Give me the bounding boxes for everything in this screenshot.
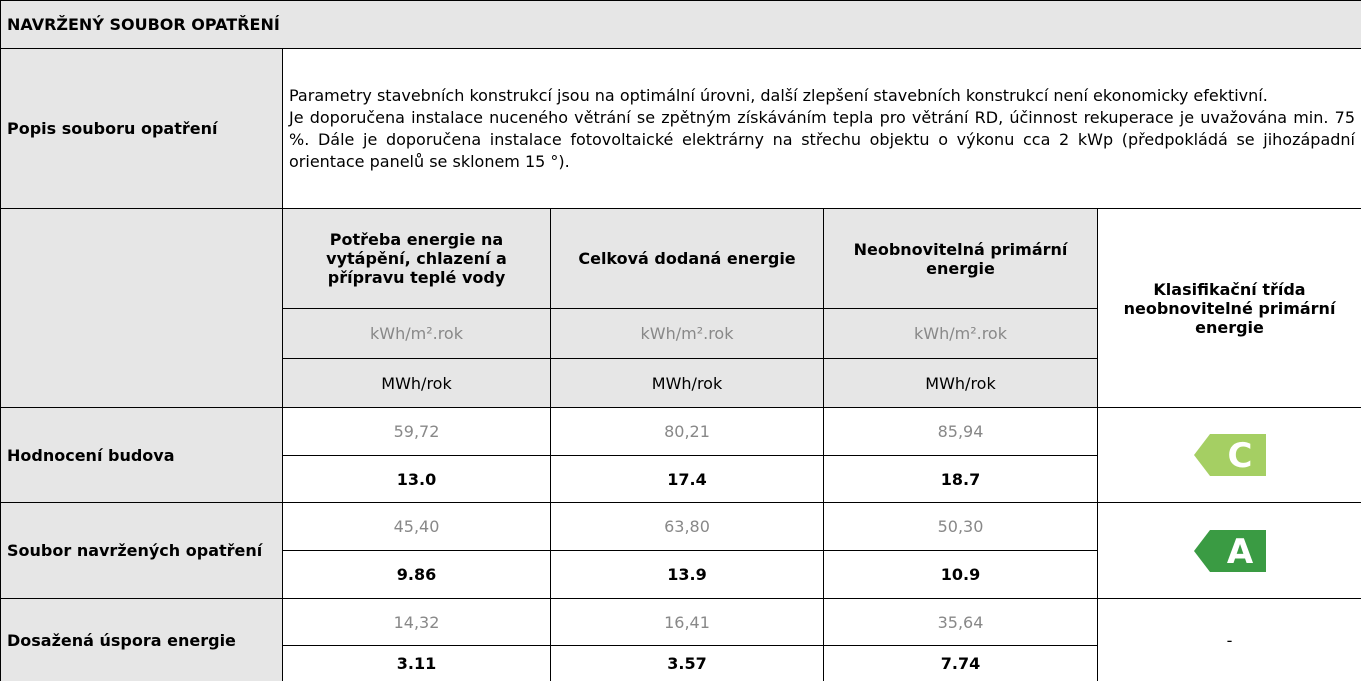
specific-value: 45,40	[282, 502, 551, 551]
unit: kWh/m².rok	[550, 308, 824, 359]
class-cell: -	[1097, 598, 1361, 681]
total-value: 13.9	[550, 550, 824, 599]
unit: MWh/rok	[550, 358, 824, 408]
unit: MWh/rok	[823, 358, 1098, 408]
specific-value: 14,32	[282, 598, 551, 646]
description-row: Popis souboru opatření Parametry stavebn…	[0, 48, 1361, 209]
class-header: Klasifikační třída neobnovitelné primárn…	[1097, 208, 1361, 408]
specific-value: 80,21	[550, 407, 824, 456]
specific-value: 35,64	[823, 598, 1098, 646]
class-badge: C	[1193, 434, 1266, 476]
row-label: Hodnocení budova	[0, 407, 283, 503]
class-letter: A	[1226, 532, 1253, 572]
total-value: 9.86	[282, 550, 551, 599]
total-value: 3.11	[282, 645, 551, 681]
badge-shape	[1193, 434, 1266, 476]
class-badge: A	[1193, 529, 1266, 572]
data-row: 9.86 13.9 10.9	[1, 550, 1361, 599]
data-row: 13.0 17.4 18.7	[1, 455, 1361, 503]
class-cell: A	[1097, 502, 1361, 599]
empty-cell	[0, 208, 283, 408]
specific-value: 50,30	[823, 502, 1098, 551]
specific-value: 59,72	[282, 407, 551, 456]
badge-shape	[1193, 529, 1266, 572]
specific-value: 16,41	[550, 598, 824, 646]
description-label: Popis souboru opatření	[0, 48, 283, 209]
column-header-row: Potřeba energie na vytápění, chlazení a …	[0, 208, 1361, 408]
specific-value: 85,94	[823, 407, 1098, 456]
total-value: 13.0	[282, 455, 551, 503]
column-header: Potřeba energie na vytápění, chlazení a …	[282, 208, 551, 309]
paragraph: Parametry stavebních konstrukcí jsou na …	[289, 85, 1268, 105]
column-header: Neobnovitelná primární energie	[823, 208, 1098, 309]
data-row: Hodnocení budova 59,72 80,21 85,94 C	[0, 407, 1361, 503]
total-value: 3.57	[550, 645, 824, 681]
total-value: 7.74	[823, 645, 1098, 681]
data-row: Soubor navržených opatření 45,40 63,80 50,3…	[0, 502, 1361, 599]
data-row: Dosažená úspora energie 14,32 16,41 35,64-	[0, 598, 1361, 681]
table-title: NAVRŽENÝ SOUBOR OPATŘENÍ	[0, 0, 1361, 49]
unit: kWh/m².rok	[282, 308, 551, 359]
title-row: NAVRŽENÝ SOUBOR OPATŘENÍ	[0, 0, 1361, 49]
unit-row: kWh/m².rok kWh/m².rok kWh/m².rok	[1, 308, 1361, 359]
specific-value: 63,80	[550, 502, 824, 551]
description-text: Parametry stavebních konstrukcí jsou na …	[282, 48, 1361, 209]
row-label: Dosažená úspora energie	[0, 598, 283, 681]
total-value: 10.9	[823, 550, 1098, 599]
unit: MWh/rok	[282, 358, 551, 408]
data-row: 3.11 3.57 7.74	[1, 645, 1361, 681]
unit-row: MWh/rok MWh/rok MWh/rok	[1, 358, 1361, 408]
row-label: Soubor navržených opatření	[0, 502, 283, 599]
class-cell: C	[1097, 407, 1361, 503]
paragraph: Je doporučena instalace nuceného větrání…	[289, 107, 1355, 171]
total-value: 18.7	[823, 455, 1098, 503]
column-header: Celková dodaná energie	[550, 208, 824, 309]
total-value: 17.4	[550, 455, 824, 503]
class-letter: C	[1227, 436, 1252, 476]
unit: kWh/m².rok	[823, 308, 1098, 359]
